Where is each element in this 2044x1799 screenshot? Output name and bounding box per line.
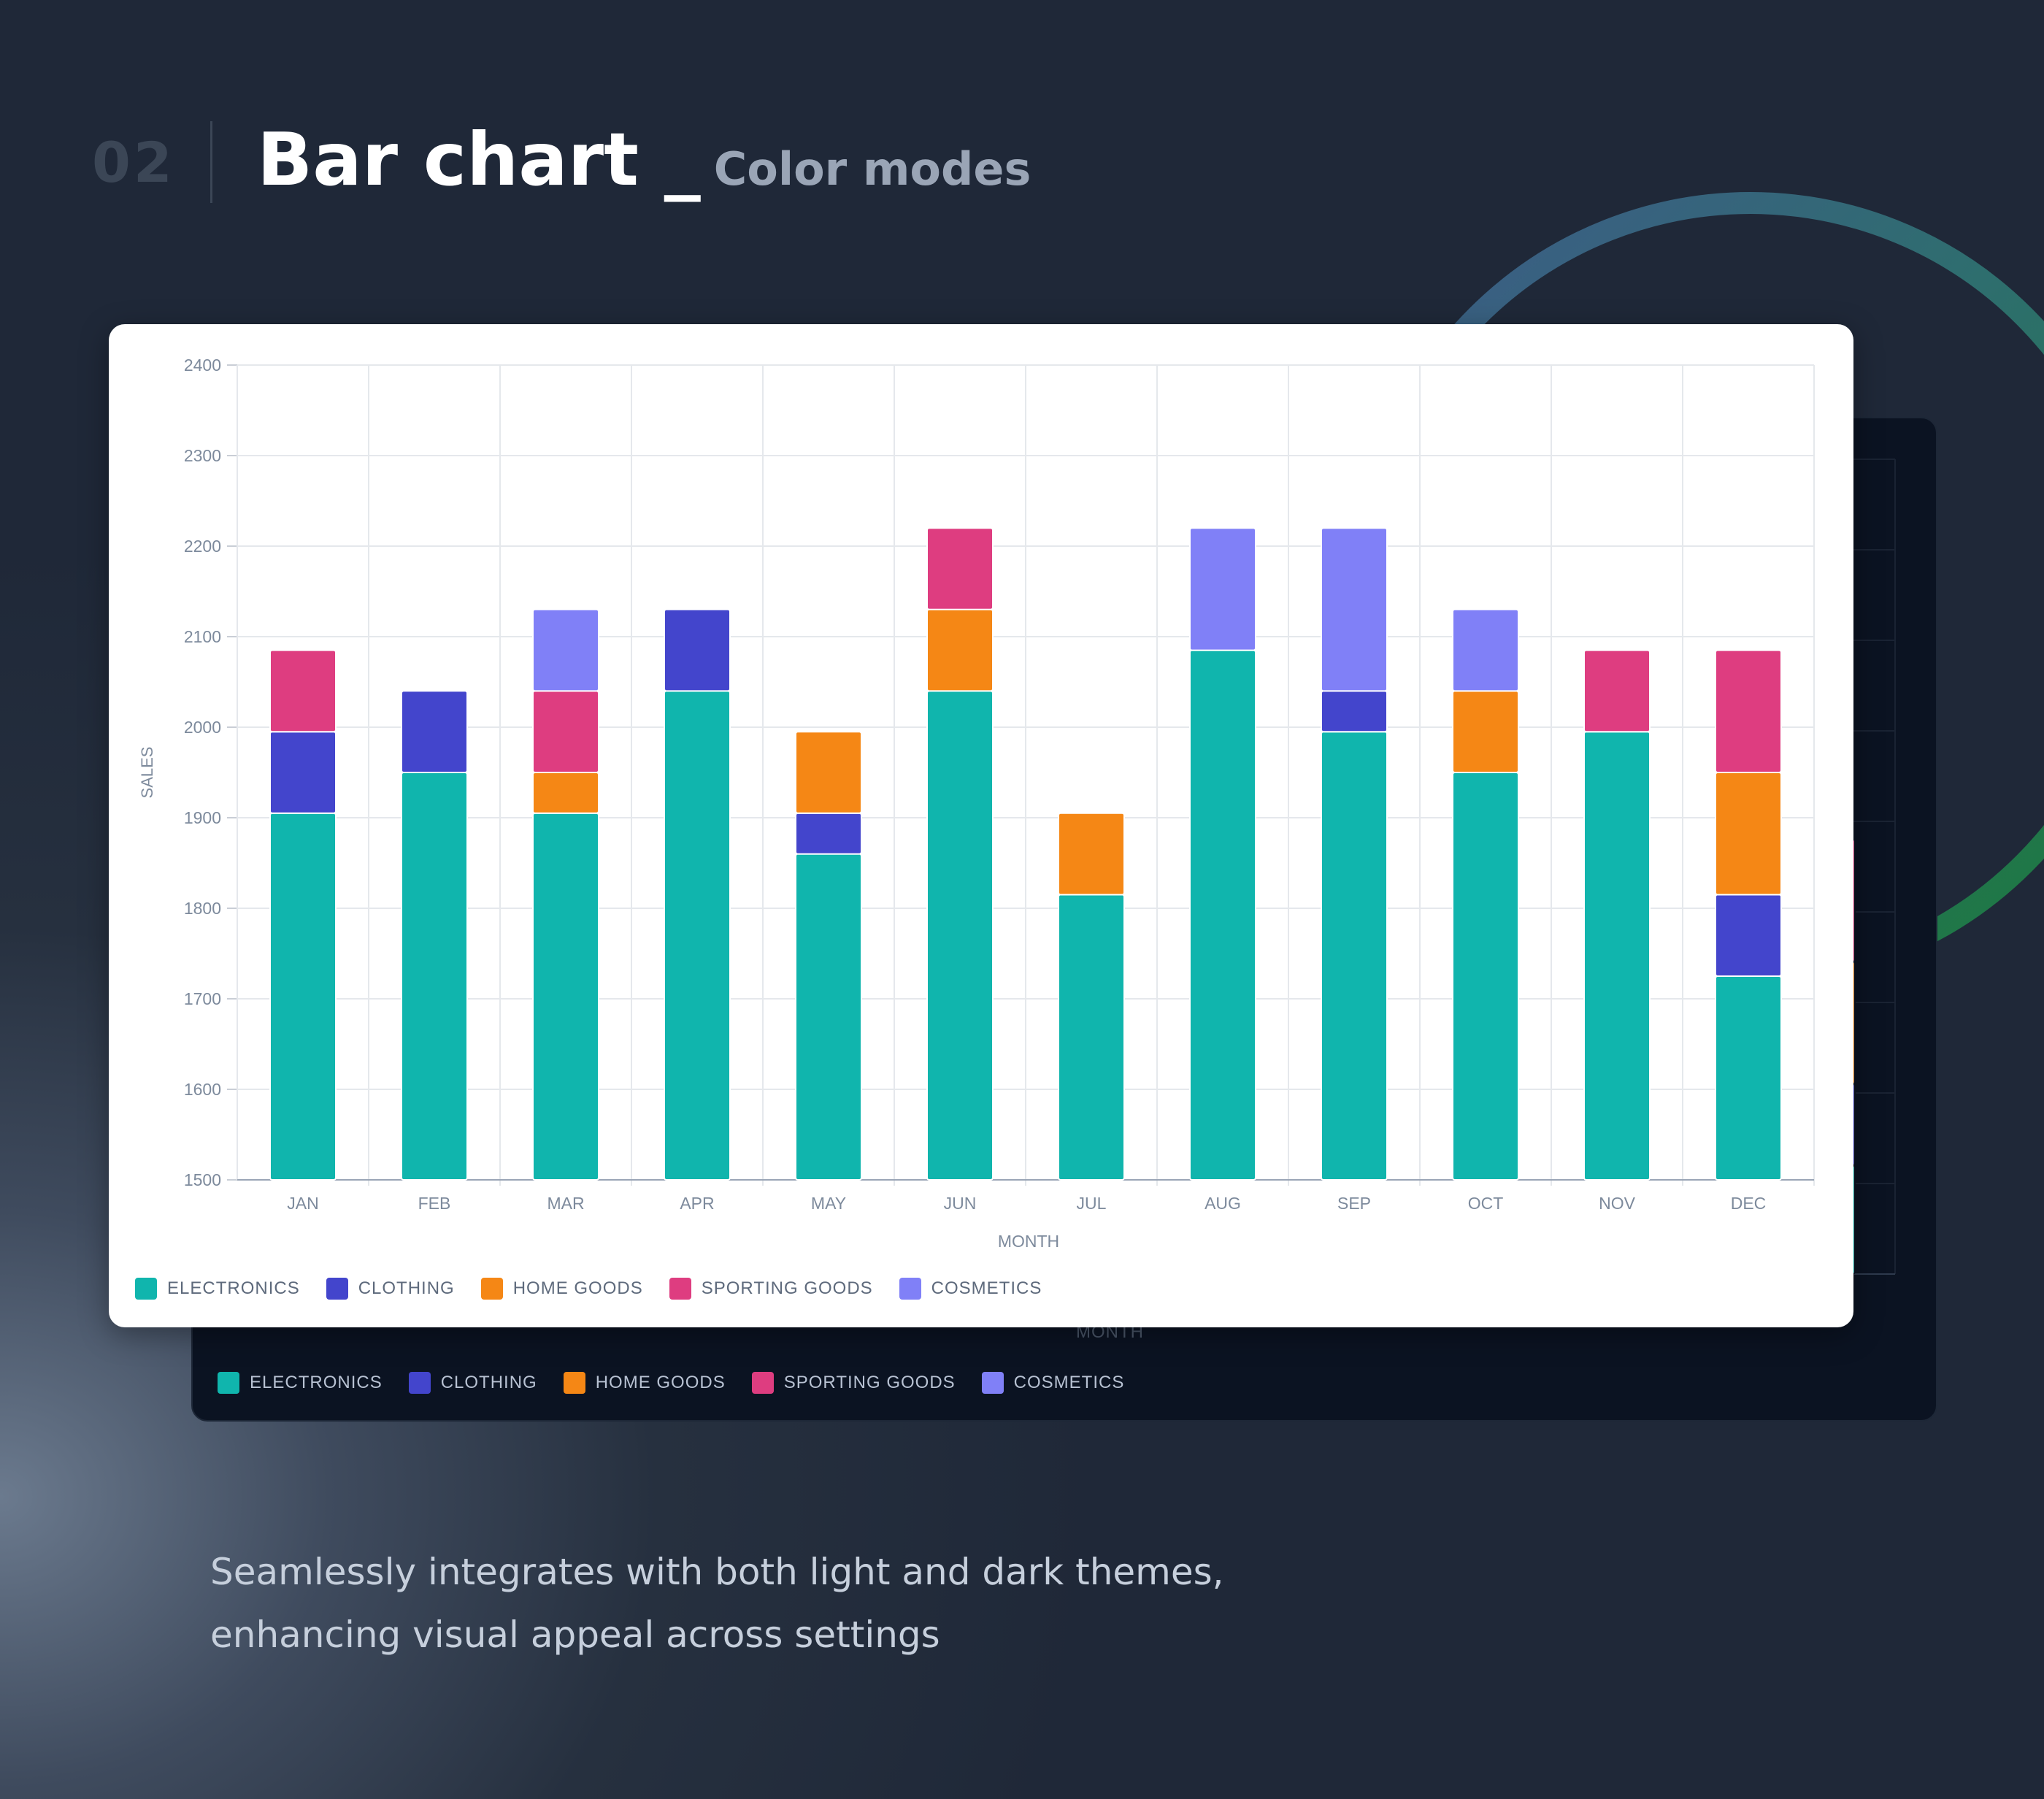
caption: Seamlessly integrates with both light an… xyxy=(210,1541,1597,1666)
legend-swatch xyxy=(669,1278,691,1300)
bar-sep-clothing[interactable] xyxy=(1321,690,1388,733)
bar-nov-electronics[interactable] xyxy=(1583,731,1651,1181)
legend-swatch xyxy=(408,1372,431,1394)
dark-legend-item-electronics[interactable]: ELECTRONICS xyxy=(218,1372,383,1394)
legend-label: CLOTHING xyxy=(440,1373,537,1392)
bar-apr-electronics[interactable] xyxy=(664,690,731,1181)
caption-line-1: Seamlessly integrates with both light an… xyxy=(210,1551,1224,1593)
bar-oct-home-goods[interactable] xyxy=(1452,690,1519,773)
bar-jul-electronics[interactable] xyxy=(1058,894,1125,1181)
bar-dec-electronics[interactable] xyxy=(1715,975,1782,1181)
x-tick-label: SEP xyxy=(1337,1194,1371,1213)
bar-may-electronics[interactable] xyxy=(795,853,862,1181)
light-legend-item-sporting-goods[interactable]: SPORTING GOODS xyxy=(669,1278,873,1300)
page-subtitle: Color modes xyxy=(713,142,1031,196)
legend-label: COSMETICS xyxy=(931,1278,1042,1298)
legend-label: HOME GOODS xyxy=(512,1278,643,1298)
y-tick-label: 1500 xyxy=(184,1170,221,1189)
dark-legend-item-sporting-goods[interactable]: SPORTING GOODS xyxy=(751,1372,956,1394)
bar-jan-sporting-goods[interactable] xyxy=(269,649,337,733)
bar-jan-electronics[interactable] xyxy=(269,812,337,1181)
x-tick-label: AUG xyxy=(1204,1194,1241,1213)
x-tick-label: FEB xyxy=(418,1194,451,1213)
bar-nov-sporting-goods[interactable] xyxy=(1583,649,1651,733)
legend-label: ELECTRONICS xyxy=(250,1373,383,1392)
light-chart: 1500 1600 1700 1800 1900 2000 2100 2200 2300 2400… xyxy=(138,356,1815,1251)
y-tick-label: 2100 xyxy=(184,627,221,646)
legend-swatch xyxy=(480,1278,503,1300)
y-tick-label: 2200 xyxy=(184,537,221,556)
x-tick-label: NOV xyxy=(1599,1194,1636,1213)
x-tick-label: MAY xyxy=(811,1194,846,1213)
y-tick-label: 1800 xyxy=(184,899,221,918)
x-tick-label: APR xyxy=(680,1194,714,1213)
y-axis-title: SALES xyxy=(138,747,156,799)
bar-dec-clothing[interactable] xyxy=(1715,894,1782,978)
legend-swatch xyxy=(899,1278,921,1300)
bar-dec-sporting-goods[interactable] xyxy=(1715,649,1782,773)
legend-label: COSMETICS xyxy=(1013,1373,1125,1392)
bar-feb-clothing[interactable] xyxy=(401,690,468,773)
light-legend-item-home-goods[interactable]: HOME GOODS xyxy=(480,1278,643,1300)
dark-legend-item-clothing[interactable]: CLOTHING xyxy=(408,1372,537,1394)
legend-label: CLOTHING xyxy=(358,1278,455,1298)
bar-may-home-goods[interactable] xyxy=(795,731,862,814)
legend-label: SPORTING GOODS xyxy=(783,1373,956,1392)
bar-feb-electronics[interactable] xyxy=(401,772,468,1181)
bar-mar-sporting-goods[interactable] xyxy=(532,690,599,773)
legend-swatch xyxy=(218,1372,239,1394)
y-tick-label: 1600 xyxy=(184,1080,221,1099)
caption-line-2: enhancing visual appeal across settings xyxy=(210,1614,940,1656)
bar-sep-cosmetics[interactable] xyxy=(1321,527,1388,692)
bar-jul-home-goods[interactable] xyxy=(1058,812,1125,896)
dark-legend-item-home-goods[interactable]: HOME GOODS xyxy=(563,1372,726,1394)
bar-mar-home-goods[interactable] xyxy=(532,772,599,814)
bar-jan-clothing[interactable] xyxy=(269,731,337,814)
dark-legend-item-cosmetics[interactable]: COSMETICS xyxy=(981,1372,1125,1394)
y-tick-label: 1900 xyxy=(184,808,221,827)
bar-jun-electronics[interactable] xyxy=(926,690,994,1181)
y-tick-label: 2400 xyxy=(184,356,221,375)
x-tick-label: JAN xyxy=(287,1194,318,1213)
header-divider xyxy=(210,121,212,203)
bar-apr-clothing[interactable] xyxy=(664,608,731,692)
bar-dec-home-goods[interactable] xyxy=(1715,772,1782,896)
bar-jun-home-goods[interactable] xyxy=(926,608,994,692)
section-number: 02 xyxy=(92,130,175,195)
legend-swatch xyxy=(751,1372,774,1394)
x-axis-title: MONTH xyxy=(998,1232,1059,1251)
legend-swatch xyxy=(135,1278,157,1300)
bar-mar-cosmetics[interactable] xyxy=(532,608,599,692)
bar-aug-electronics[interactable] xyxy=(1189,649,1256,1181)
bar-mar-electronics[interactable] xyxy=(532,812,599,1181)
light-chart-card: 1500 1600 1700 1800 1900 2000 2100 2200 2300 2400… xyxy=(109,324,1853,1327)
light-legend-item-cosmetics[interactable]: COSMETICS xyxy=(899,1278,1042,1300)
bar-may-clothing[interactable] xyxy=(795,812,862,855)
bar-aug-cosmetics[interactable] xyxy=(1189,527,1256,651)
light-legend: ELECTRONICS CLOTHING HOME GOODS SPORTING GO… xyxy=(135,1278,1068,1300)
legend-swatch xyxy=(563,1372,585,1394)
dark-legend: ELECTRONICS CLOTHING HOME GOODS SPORTING GO… xyxy=(218,1372,1150,1394)
legend-label: ELECTRONICS xyxy=(167,1278,300,1298)
legend-swatch xyxy=(981,1372,1004,1394)
x-tick-label: JUL xyxy=(1077,1194,1107,1213)
bar-oct-electronics[interactable] xyxy=(1452,772,1519,1181)
light-legend-item-electronics[interactable]: ELECTRONICS xyxy=(135,1278,300,1300)
page-title-text: Bar chart _ xyxy=(257,117,701,202)
x-tick-label: DEC xyxy=(1731,1194,1767,1213)
bar-jun-sporting-goods[interactable] xyxy=(926,527,994,610)
y-tick-label: 2000 xyxy=(184,718,221,737)
legend-swatch xyxy=(326,1278,348,1300)
y-tick-label: 2300 xyxy=(184,446,221,465)
light-legend-item-clothing[interactable]: CLOTHING xyxy=(326,1278,455,1300)
page-title: Bar chart _ Color modes xyxy=(257,117,1031,202)
bar-oct-cosmetics[interactable] xyxy=(1452,608,1519,692)
legend-label: HOME GOODS xyxy=(595,1373,726,1392)
x-tick-label: JUN xyxy=(944,1194,977,1213)
y-tick-label: 1700 xyxy=(184,989,221,1008)
bar-sep-electronics[interactable] xyxy=(1321,731,1388,1181)
x-tick-label: MAR xyxy=(547,1194,584,1213)
x-tick-label: OCT xyxy=(1468,1194,1504,1213)
legend-label: SPORTING GOODS xyxy=(701,1278,873,1298)
